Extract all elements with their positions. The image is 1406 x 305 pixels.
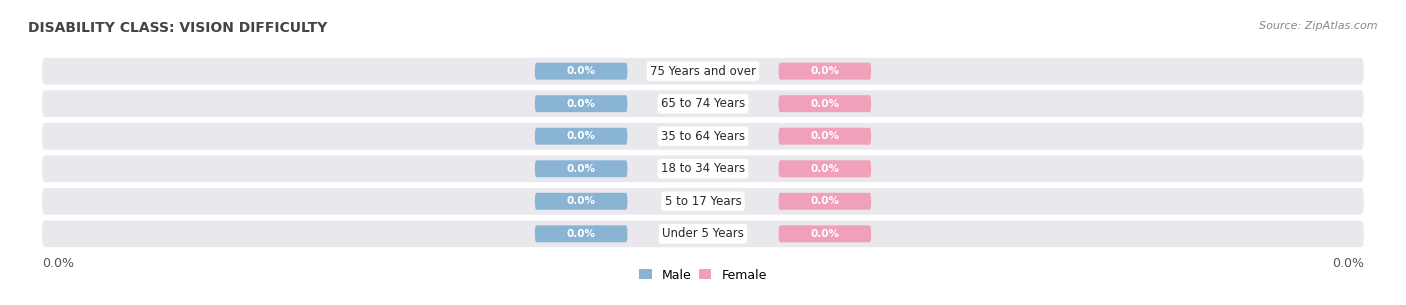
Text: 0.0%: 0.0% bbox=[567, 131, 596, 141]
Text: 0.0%: 0.0% bbox=[810, 66, 839, 76]
FancyBboxPatch shape bbox=[779, 193, 872, 210]
Legend: Male, Female: Male, Female bbox=[634, 264, 772, 287]
FancyBboxPatch shape bbox=[534, 128, 627, 145]
Text: 0.0%: 0.0% bbox=[567, 196, 596, 206]
FancyBboxPatch shape bbox=[42, 123, 1364, 149]
Text: Source: ZipAtlas.com: Source: ZipAtlas.com bbox=[1260, 21, 1378, 31]
Text: 0.0%: 0.0% bbox=[810, 229, 839, 239]
FancyBboxPatch shape bbox=[534, 63, 627, 80]
Text: Under 5 Years: Under 5 Years bbox=[662, 227, 744, 240]
Text: 0.0%: 0.0% bbox=[810, 196, 839, 206]
FancyBboxPatch shape bbox=[42, 90, 1364, 117]
Text: 0.0%: 0.0% bbox=[42, 257, 75, 270]
Text: 18 to 34 Years: 18 to 34 Years bbox=[661, 162, 745, 175]
FancyBboxPatch shape bbox=[779, 95, 872, 112]
FancyBboxPatch shape bbox=[534, 225, 627, 242]
FancyBboxPatch shape bbox=[42, 156, 1364, 182]
FancyBboxPatch shape bbox=[534, 95, 627, 112]
FancyBboxPatch shape bbox=[779, 63, 872, 80]
Text: 0.0%: 0.0% bbox=[567, 229, 596, 239]
Text: 0.0%: 0.0% bbox=[567, 66, 596, 76]
Text: 0.0%: 0.0% bbox=[810, 131, 839, 141]
Text: 0.0%: 0.0% bbox=[810, 164, 839, 174]
FancyBboxPatch shape bbox=[779, 128, 872, 145]
Text: 5 to 17 Years: 5 to 17 Years bbox=[665, 195, 741, 208]
Text: 0.0%: 0.0% bbox=[567, 164, 596, 174]
Text: DISABILITY CLASS: VISION DIFFICULTY: DISABILITY CLASS: VISION DIFFICULTY bbox=[28, 21, 328, 35]
Text: 65 to 74 Years: 65 to 74 Years bbox=[661, 97, 745, 110]
Text: 35 to 64 Years: 35 to 64 Years bbox=[661, 130, 745, 143]
Text: 0.0%: 0.0% bbox=[567, 99, 596, 109]
Text: 75 Years and over: 75 Years and over bbox=[650, 65, 756, 78]
FancyBboxPatch shape bbox=[534, 160, 627, 177]
Text: 0.0%: 0.0% bbox=[810, 99, 839, 109]
FancyBboxPatch shape bbox=[779, 225, 872, 242]
FancyBboxPatch shape bbox=[42, 188, 1364, 215]
FancyBboxPatch shape bbox=[779, 160, 872, 177]
FancyBboxPatch shape bbox=[534, 193, 627, 210]
Text: 0.0%: 0.0% bbox=[1331, 257, 1364, 270]
FancyBboxPatch shape bbox=[42, 58, 1364, 84]
FancyBboxPatch shape bbox=[42, 221, 1364, 247]
